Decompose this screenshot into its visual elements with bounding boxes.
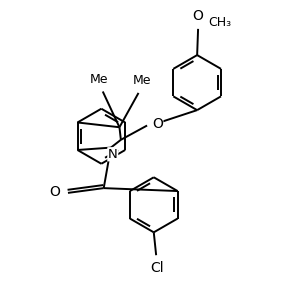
Text: Me: Me: [90, 73, 109, 86]
Text: N: N: [108, 148, 118, 161]
Text: O: O: [193, 9, 204, 23]
Text: Cl: Cl: [150, 261, 163, 276]
Text: CH₃: CH₃: [209, 16, 232, 29]
Text: Me: Me: [133, 74, 151, 87]
Text: O: O: [152, 117, 163, 131]
Text: O: O: [49, 185, 60, 199]
